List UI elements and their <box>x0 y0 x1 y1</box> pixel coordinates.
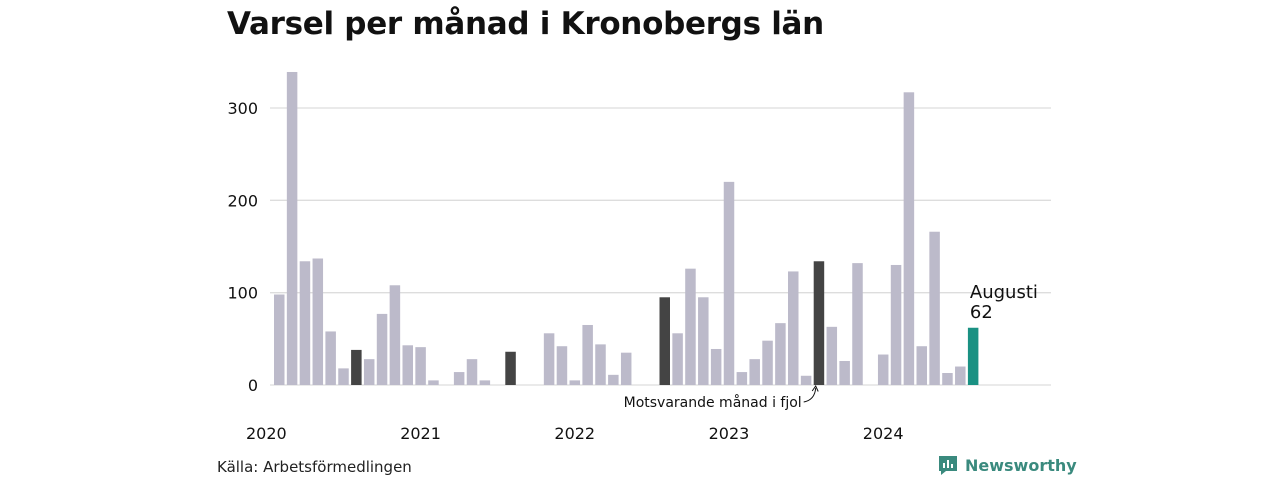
bar <box>608 374 619 385</box>
bar <box>788 271 799 385</box>
bar <box>389 285 401 385</box>
chart-title: Varsel per månad i Kronobergs län <box>227 6 824 42</box>
same-month-annotation: Motsvarande månad i fjol <box>624 394 802 411</box>
y-tick-label: 100 <box>227 284 258 303</box>
bar <box>877 354 889 385</box>
brand-logo[interactable]: Newsworthy <box>937 454 1077 476</box>
bar-same-month-last-year <box>351 349 362 385</box>
bar <box>620 352 632 385</box>
annotation-arrowhead <box>811 384 819 392</box>
bar <box>762 340 773 385</box>
bar <box>582 324 593 385</box>
brand-name: Newsworthy <box>965 455 1077 475</box>
current-value-label: 62 <box>970 302 993 323</box>
bar <box>775 323 786 385</box>
bar <box>929 231 940 385</box>
bar-same-month-last-year <box>505 351 516 385</box>
annotation-arrow <box>803 387 817 403</box>
y-tick-label: 0 <box>248 376 258 395</box>
bar <box>325 331 336 385</box>
y-axis-labels: 0 100 200 300 <box>227 99 258 395</box>
bar-current-month <box>967 327 979 385</box>
bar <box>839 360 850 385</box>
x-axis-labels: 2020 2021 2022 2023 2024 <box>246 424 904 443</box>
y-tick-label: 200 <box>227 191 258 210</box>
bar <box>376 313 388 385</box>
bar <box>428 380 439 385</box>
bar <box>595 344 606 385</box>
bar <box>916 346 927 385</box>
bar <box>312 258 324 385</box>
bar <box>736 372 748 385</box>
bar <box>415 347 426 385</box>
x-tick-label: 2024 <box>863 424 904 443</box>
source-credit: Källa: Arbetsförmedlingen <box>217 458 412 476</box>
x-tick-label: 2021 <box>400 424 441 443</box>
x-tick-label: 2023 <box>709 424 750 443</box>
bar <box>723 181 735 385</box>
bar-same-month-last-year <box>813 261 825 385</box>
bar <box>556 346 568 385</box>
newsworthy-logo-icon <box>939 456 957 475</box>
bar <box>274 294 285 385</box>
bar <box>955 366 966 385</box>
bar <box>710 348 722 385</box>
bar <box>299 261 311 385</box>
bar <box>286 71 298 386</box>
bar <box>749 359 760 385</box>
y-tick-label: 300 <box>227 99 258 118</box>
bar <box>363 359 375 385</box>
bar-same-month-last-year <box>659 297 670 385</box>
bar <box>903 92 915 386</box>
x-tick-label: 2020 <box>246 424 287 443</box>
bar <box>852 263 863 385</box>
bar <box>890 264 902 385</box>
bar <box>569 380 581 385</box>
bar <box>466 359 478 385</box>
bar <box>672 333 683 385</box>
bar <box>685 268 696 385</box>
bar <box>698 297 709 385</box>
bar <box>826 326 838 385</box>
bar <box>402 345 413 385</box>
bars <box>274 71 979 386</box>
bar <box>800 375 812 385</box>
bar <box>479 380 491 385</box>
bar <box>453 372 465 385</box>
bar <box>942 373 953 385</box>
x-tick-label: 2022 <box>554 424 595 443</box>
bar <box>338 368 349 385</box>
bar <box>543 333 555 385</box>
current-month-label: Augusti <box>970 282 1038 303</box>
